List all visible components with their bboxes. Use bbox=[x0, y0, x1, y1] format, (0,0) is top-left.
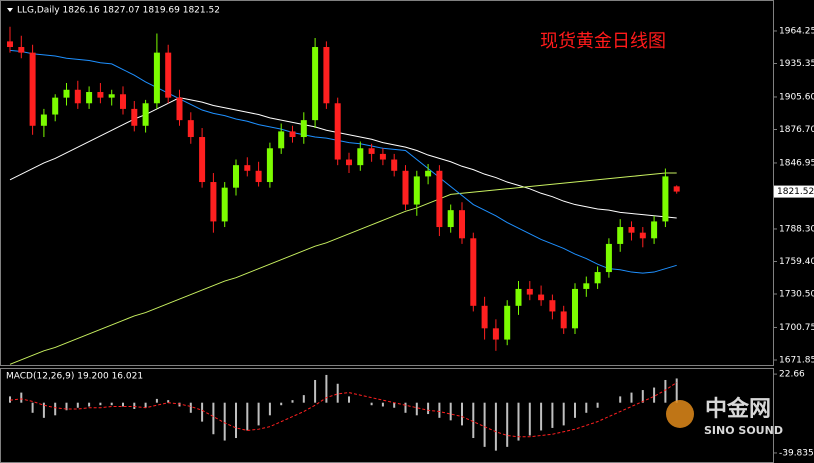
y-tick-label: 1788.30 bbox=[779, 224, 814, 234]
candle-body bbox=[605, 243, 612, 273]
moving-average bbox=[9, 97, 677, 219]
candle-body bbox=[617, 227, 624, 244]
candle-body bbox=[504, 305, 511, 340]
moving-average bbox=[9, 49, 677, 274]
y-tick-label: 1905.60 bbox=[779, 92, 814, 102]
candle-body bbox=[583, 283, 590, 289]
y-tick-label: 1759.40 bbox=[779, 257, 814, 267]
y-tick-label: 1876.70 bbox=[779, 125, 814, 135]
y-tick-label: 1846.95 bbox=[779, 158, 814, 168]
y-tick-label: 1964.25 bbox=[779, 26, 814, 36]
candle-body bbox=[526, 288, 533, 295]
candle-body bbox=[266, 148, 273, 183]
watermark-logo bbox=[666, 400, 694, 428]
candle-body bbox=[515, 288, 522, 306]
price-tag bbox=[774, 185, 814, 198]
candle-body bbox=[391, 159, 398, 171]
candle-body bbox=[662, 176, 669, 222]
candle-body bbox=[18, 47, 25, 53]
candle-body bbox=[651, 221, 658, 239]
candle-body bbox=[639, 232, 646, 239]
candle-body bbox=[221, 187, 228, 222]
candle-body bbox=[142, 103, 149, 126]
candle-body bbox=[436, 170, 443, 228]
candle-body bbox=[255, 170, 262, 183]
candle-body bbox=[379, 153, 386, 160]
candle-body bbox=[7, 41, 13, 48]
candle-body bbox=[346, 159, 352, 166]
candle-body bbox=[210, 182, 217, 222]
y-tick-label: -39.835 bbox=[779, 448, 814, 458]
candle-body bbox=[300, 120, 307, 138]
watermark: 中金网 bbox=[705, 396, 771, 422]
candle-body bbox=[86, 92, 93, 104]
candle-body bbox=[153, 52, 160, 104]
candle-body bbox=[628, 227, 635, 233]
candle-body bbox=[470, 238, 477, 306]
candle-body bbox=[673, 186, 680, 192]
macd-signal bbox=[9, 382, 677, 438]
candle-body bbox=[199, 137, 206, 183]
candle-body bbox=[538, 294, 545, 301]
candle-body bbox=[244, 165, 251, 171]
candle-body bbox=[120, 94, 126, 109]
macd-header: MACD(12,26,9) 19.200 16.021 bbox=[6, 372, 143, 382]
candle-body bbox=[402, 170, 409, 205]
candle-body bbox=[447, 210, 454, 228]
candle-body bbox=[97, 92, 104, 98]
chart-title: 现货黄金日线图 bbox=[540, 31, 666, 52]
candle-body bbox=[131, 108, 138, 126]
y-tick-label: 1730.50 bbox=[779, 289, 814, 299]
candle-body bbox=[74, 89, 81, 104]
candle-body bbox=[233, 165, 239, 188]
price-tag-label: 1821.52 bbox=[777, 187, 814, 197]
candle-body bbox=[560, 311, 567, 329]
watermark-sub: SINO SOUND bbox=[704, 424, 783, 437]
candle-body bbox=[289, 131, 296, 138]
candle-body bbox=[425, 170, 432, 177]
y-tick-label: 1700.75 bbox=[779, 323, 814, 333]
candle-body bbox=[323, 47, 330, 104]
candle-body bbox=[492, 328, 499, 340]
candle-body bbox=[481, 305, 488, 329]
candle-body bbox=[549, 300, 556, 312]
candle-body bbox=[187, 120, 194, 138]
candle-body bbox=[368, 148, 375, 154]
header-icon bbox=[7, 8, 13, 12]
candle-body bbox=[108, 94, 115, 98]
main-frame bbox=[0, 0, 774, 366]
moving-average bbox=[9, 172, 677, 365]
candle-body bbox=[176, 97, 183, 121]
candle-body bbox=[52, 97, 59, 115]
candle-body bbox=[594, 272, 601, 284]
candle-body bbox=[413, 176, 420, 205]
candle-body bbox=[278, 131, 285, 149]
candle-body bbox=[572, 288, 578, 329]
candle-body bbox=[357, 148, 364, 166]
candle-body bbox=[63, 89, 70, 98]
candle-body bbox=[312, 47, 319, 121]
candle-body bbox=[29, 52, 36, 126]
y-tick-label: 1935.35 bbox=[779, 59, 814, 69]
y-tick-label: 1671.85 bbox=[779, 355, 814, 365]
candle-body bbox=[165, 52, 172, 98]
y-tick-label: 22.66 bbox=[779, 370, 805, 380]
candle-body bbox=[459, 210, 465, 239]
price-header: LLG,Daily 1826.16 1827.07 1819.69 1821.5… bbox=[17, 6, 220, 16]
candle-body bbox=[334, 103, 341, 160]
candle-body bbox=[40, 114, 47, 126]
